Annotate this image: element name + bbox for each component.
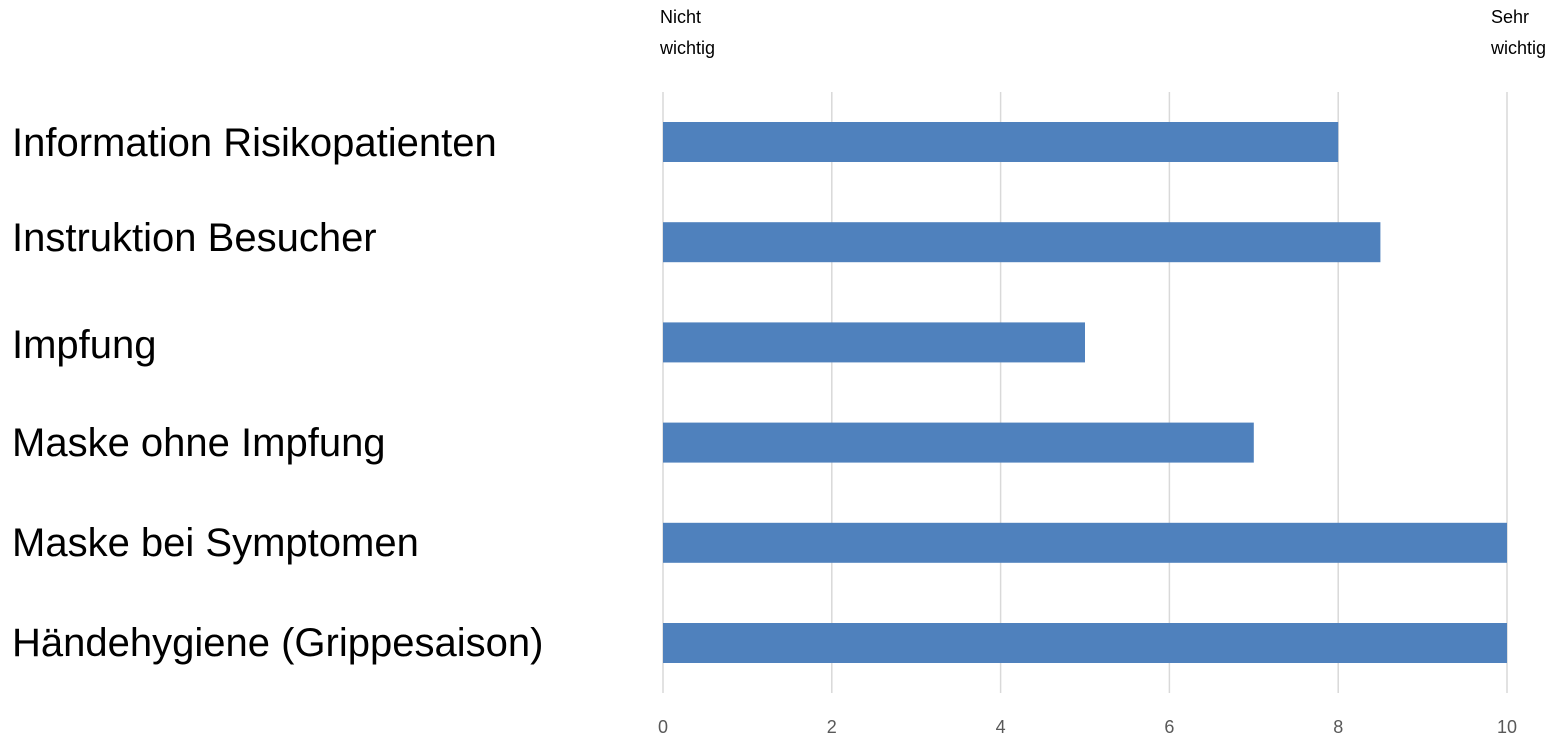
bar-3 — [663, 322, 1085, 363]
category-label-2: Instruktion Besucher — [12, 216, 377, 260]
gridlines — [662, 92, 1508, 693]
bar-6 — [663, 623, 1507, 663]
bars — [663, 122, 1507, 663]
scale-min-label-line2: wichtig — [659, 38, 715, 58]
scale-min-label-line1: Nicht — [660, 7, 701, 27]
category-label-3: Impfung — [12, 323, 157, 367]
x-tick-labels: 0 2 4 6 8 10 — [658, 717, 1517, 737]
bar-2 — [663, 222, 1381, 263]
x-tick-label-6: 6 — [1164, 717, 1174, 735]
category-label-6: Händehygiene (Grippesaison) — [12, 621, 543, 665]
category-label-4: Maske ohne Impfung — [12, 421, 386, 465]
bar-4 — [663, 422, 1254, 463]
x-tick-label-8: 8 — [1333, 717, 1343, 735]
category-label-5: Maske bei Symptomen — [12, 521, 419, 565]
scale-max-label-line2: wichtig — [1490, 38, 1546, 58]
x-tick-label-2: 2 — [827, 717, 837, 735]
category-label-1: Information Risikopatienten — [12, 121, 497, 165]
bar-1 — [663, 122, 1339, 162]
bar-5 — [663, 522, 1507, 563]
x-tick-label-10: 10 — [1497, 717, 1517, 735]
scale-max-label-line1: Sehr — [1491, 7, 1529, 27]
x-tick-label-4: 4 — [996, 717, 1006, 735]
x-tick-label-0: 0 — [658, 717, 668, 735]
scale-end-labels: Nicht wichtig Sehr wichtig — [659, 7, 1546, 58]
category-labels: Information Risikopatienten Instruktion B… — [12, 121, 543, 665]
